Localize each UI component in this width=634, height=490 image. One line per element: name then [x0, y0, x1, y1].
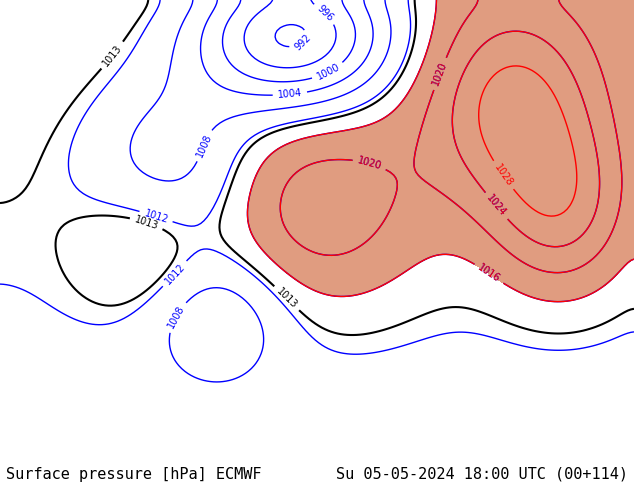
Text: 1013: 1013	[133, 214, 160, 231]
Text: 1012: 1012	[143, 208, 169, 225]
Text: 1016: 1016	[476, 263, 502, 285]
Text: 1020: 1020	[356, 155, 383, 172]
Text: 996: 996	[315, 3, 335, 24]
Text: 1028: 1028	[492, 162, 514, 188]
Text: 1012: 1012	[163, 261, 187, 286]
Text: 992: 992	[292, 32, 313, 52]
Text: 1008: 1008	[195, 132, 214, 159]
Text: 1024: 1024	[484, 194, 508, 219]
Text: Surface pressure [hPa] ECMWF: Surface pressure [hPa] ECMWF	[6, 466, 262, 482]
Text: 1024: 1024	[484, 194, 508, 219]
Text: 1020: 1020	[356, 155, 383, 172]
Text: 1016: 1016	[476, 263, 502, 285]
Text: Su 05-05-2024 18:00 UTC (00+114): Su 05-05-2024 18:00 UTC (00+114)	[335, 466, 628, 482]
Text: 1013: 1013	[101, 43, 124, 68]
Text: 1008: 1008	[165, 304, 186, 330]
Text: 1000: 1000	[315, 62, 341, 82]
Text: 1013: 1013	[275, 286, 299, 310]
Text: 1020: 1020	[430, 60, 449, 87]
Text: 1020: 1020	[430, 60, 449, 87]
Text: 1004: 1004	[277, 88, 302, 100]
